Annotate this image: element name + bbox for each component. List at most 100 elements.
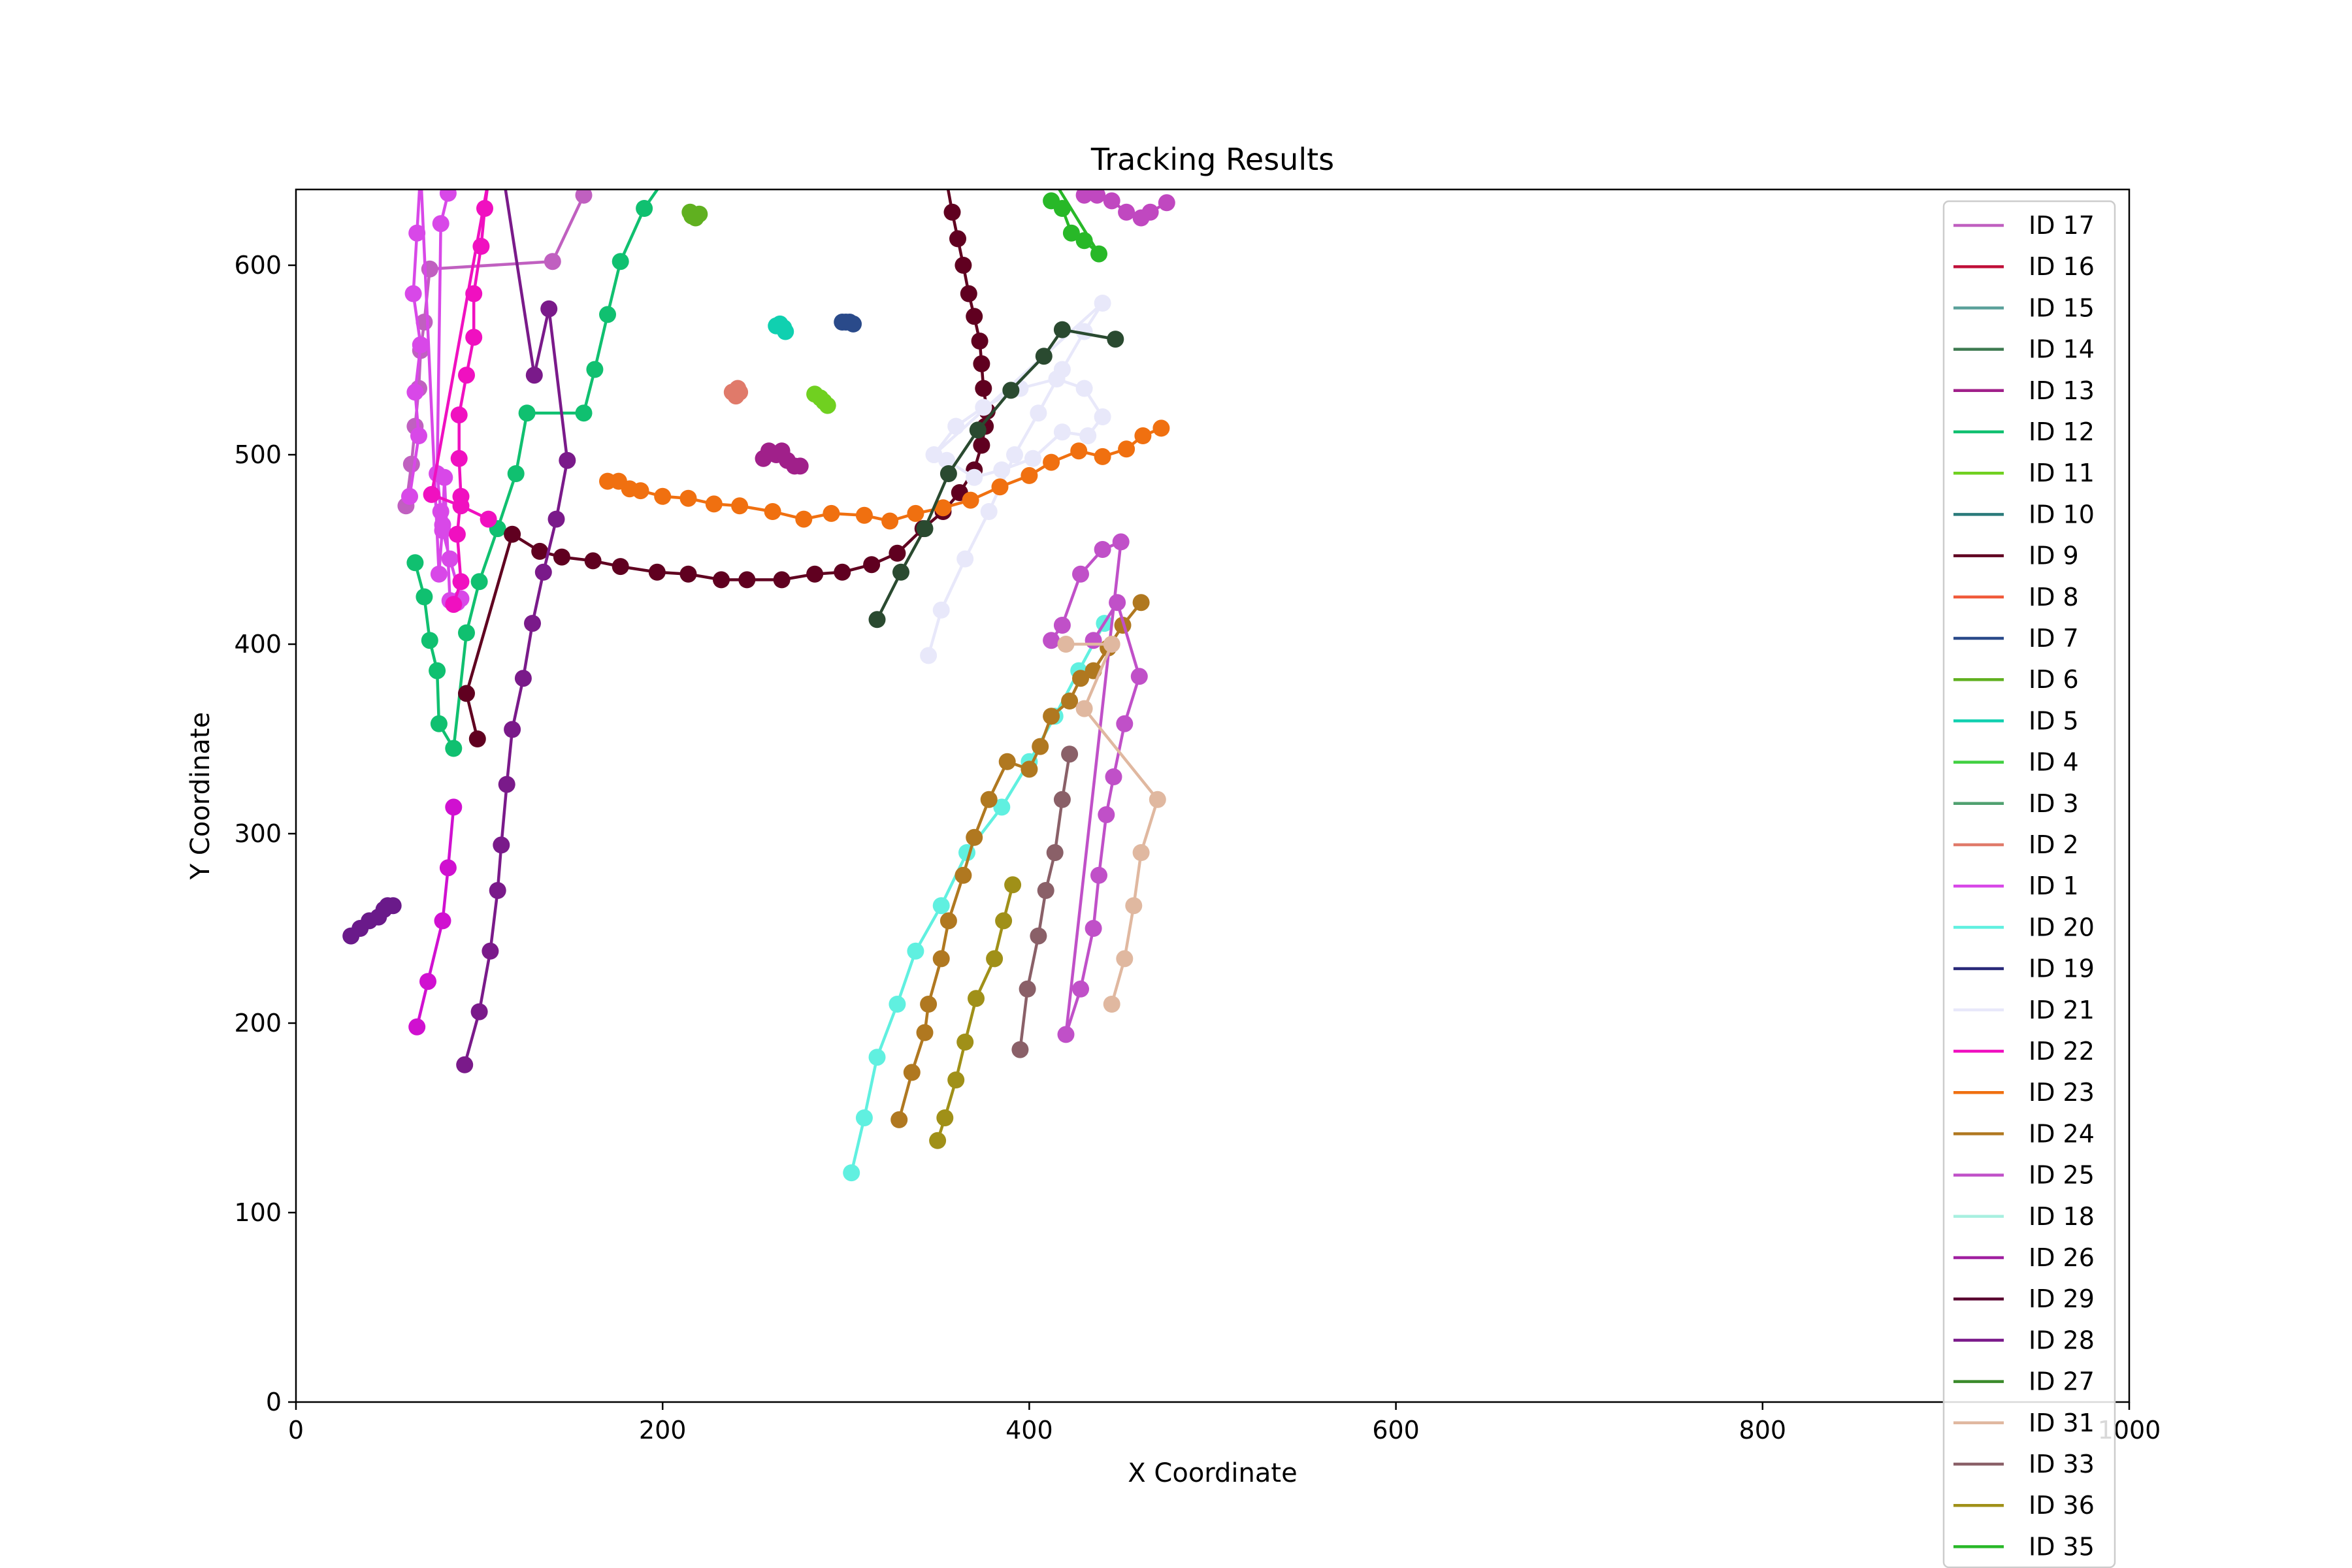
- data-point: [1030, 927, 1047, 945]
- data-point: [402, 455, 420, 473]
- data-point: [956, 550, 974, 568]
- data-point: [729, 380, 747, 397]
- y-tick-label: 500: [234, 440, 282, 469]
- data-point: [1062, 224, 1080, 242]
- legend-label: ID 18: [2029, 1202, 2095, 1231]
- data-point: [636, 200, 653, 217]
- data-point: [429, 465, 446, 482]
- series-id-36: [929, 876, 1022, 1149]
- legend-label: ID 10: [2029, 500, 2095, 529]
- legend-label: ID 28: [2029, 1326, 2095, 1354]
- data-point: [553, 548, 570, 566]
- data-point: [450, 449, 468, 467]
- data-point: [993, 798, 1011, 816]
- legend-entry: ID 13: [1953, 376, 2095, 405]
- series-id-39: [408, 798, 463, 1036]
- data-point: [1075, 189, 1093, 204]
- data-point: [1004, 876, 1022, 894]
- data-point: [544, 253, 561, 270]
- legend-label: ID 29: [2029, 1284, 2095, 1313]
- data-point: [943, 203, 961, 221]
- data-point: [1116, 715, 1134, 732]
- data-point: [1075, 700, 1093, 717]
- legend-label: ID 20: [2029, 913, 2095, 941]
- data-point: [1061, 745, 1079, 763]
- series-id-5: [768, 315, 794, 340]
- data-point: [1141, 203, 1159, 221]
- data-point: [456, 1056, 474, 1073]
- data-point: [534, 563, 552, 581]
- data-point: [889, 996, 906, 1013]
- series-line: [1066, 642, 1160, 1005]
- data-point: [1094, 541, 1111, 558]
- data-point: [401, 487, 418, 505]
- data-point: [1037, 882, 1054, 899]
- legend-entry: ID 10: [1953, 500, 2095, 529]
- legend-label: ID 21: [2029, 996, 2095, 1024]
- legend-label: ID 8: [2029, 583, 2079, 612]
- data-point: [445, 740, 463, 757]
- x-tick-label: 0: [288, 1416, 304, 1445]
- data-point: [834, 563, 851, 581]
- data-point: [1158, 194, 1175, 212]
- data-point: [713, 571, 730, 589]
- data-point: [969, 421, 987, 439]
- series-id-38: [342, 897, 402, 945]
- data-point: [584, 552, 602, 570]
- data-point: [960, 285, 977, 302]
- data-point: [892, 563, 909, 581]
- data-point: [1125, 897, 1143, 915]
- data-point: [955, 257, 972, 274]
- data-point: [384, 897, 402, 915]
- data-point: [731, 497, 749, 515]
- data-point: [448, 525, 466, 543]
- data-point: [1132, 594, 1150, 612]
- legend-label: ID 36: [2029, 1491, 2095, 1520]
- legend-label: ID 22: [2029, 1037, 2095, 1066]
- data-point: [947, 1071, 965, 1088]
- data-point: [452, 497, 470, 515]
- data-point: [968, 990, 985, 1007]
- legend: ID 17 ID 16 ID 15 ID 14 ID 13 ID 12 ID 11 ID 10…: [1942, 200, 2116, 1568]
- data-point: [1072, 565, 1089, 583]
- chart-title: Tracking Results: [1090, 142, 1334, 177]
- data-point: [843, 1164, 860, 1182]
- series-id-6: [681, 203, 708, 227]
- data-point: [524, 615, 541, 632]
- series-id-24: [890, 594, 1150, 1128]
- legend-entry: ID 9: [1953, 542, 2079, 570]
- series-id-13: [755, 442, 809, 475]
- legend-label: ID 3: [2029, 789, 2079, 818]
- data-point: [419, 973, 436, 990]
- data-point: [1072, 670, 1089, 687]
- legend-entry: ID 27: [1953, 1367, 2095, 1396]
- data-point: [489, 882, 506, 899]
- legend-entry: ID 3: [1953, 789, 2079, 818]
- data-point: [1090, 866, 1107, 884]
- data-point: [1053, 200, 1071, 217]
- legend-entry: ID 22: [1953, 1037, 2095, 1066]
- data-point: [966, 828, 983, 846]
- data-point: [1043, 708, 1060, 725]
- legend-entry: ID 16: [1953, 252, 2095, 281]
- legend-entry: ID 11: [1953, 459, 2095, 487]
- legend-label: ID 33: [2029, 1450, 2095, 1478]
- legend-label: ID 17: [2029, 211, 2095, 240]
- data-point: [1118, 440, 1135, 458]
- data-point: [1024, 449, 1041, 467]
- plot-frame: [295, 188, 2131, 1403]
- data-point: [445, 596, 463, 613]
- data-point: [441, 550, 459, 568]
- legend-entry: ID 8: [1953, 583, 2079, 612]
- data-point: [480, 510, 497, 528]
- y-tick-label: 600: [234, 251, 282, 280]
- data-point: [925, 446, 943, 463]
- data-point: [1021, 466, 1038, 484]
- data-point: [1035, 348, 1053, 365]
- series-id-12: [406, 189, 659, 757]
- data-point: [458, 685, 475, 702]
- data-point: [429, 662, 446, 679]
- legend-entry: ID 1: [1953, 872, 2079, 900]
- data-point: [1116, 950, 1134, 968]
- data-point: [993, 461, 1011, 479]
